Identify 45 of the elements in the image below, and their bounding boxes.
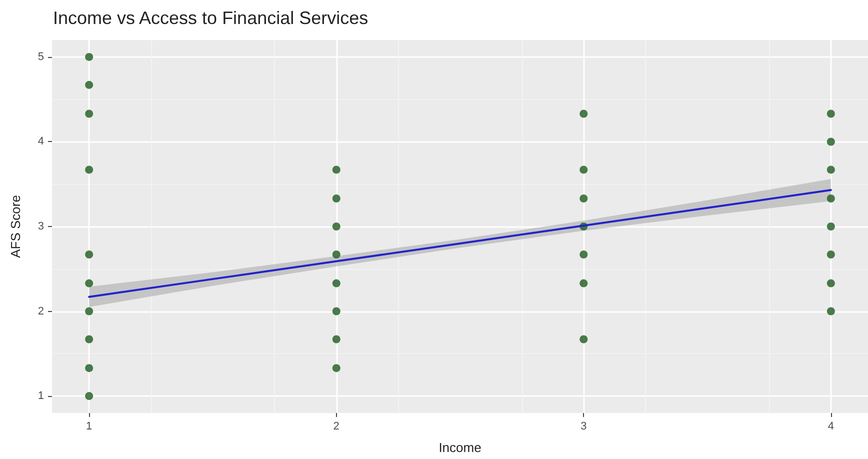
- point: [85, 335, 94, 344]
- point: [85, 166, 94, 174]
- x-tick-label: 4: [828, 420, 834, 432]
- point: [826, 110, 835, 118]
- point: [826, 307, 835, 316]
- point: [332, 364, 340, 372]
- point: [826, 166, 835, 174]
- point: [85, 80, 94, 89]
- x-tick-label: 1: [86, 420, 92, 432]
- point: [85, 250, 94, 258]
- point: [580, 110, 588, 118]
- point: [580, 279, 588, 288]
- line-series: [88, 189, 832, 298]
- y-tick-label: 2: [38, 305, 44, 318]
- point: [826, 194, 835, 203]
- point: [332, 279, 340, 288]
- x-axis-title: Income: [438, 440, 482, 455]
- y-tick-label: 5: [38, 50, 44, 63]
- point: [85, 307, 94, 316]
- y-axis-title: AFS Score: [8, 195, 23, 258]
- y-tick-label: 1: [38, 390, 44, 402]
- x-tick-label: 2: [333, 420, 340, 432]
- point: [332, 166, 340, 174]
- point: [826, 279, 835, 288]
- point: [85, 110, 94, 118]
- point: [580, 250, 588, 258]
- point: [332, 307, 340, 316]
- y-tick-label: 4: [38, 136, 44, 148]
- point: [826, 250, 835, 258]
- point: [85, 392, 94, 400]
- point: [332, 194, 340, 203]
- point: [85, 279, 94, 288]
- point: [332, 335, 340, 344]
- point: [580, 335, 588, 344]
- point: [85, 52, 94, 61]
- point: [580, 166, 588, 174]
- chart-title: Income vs Access to Financial Services: [53, 8, 368, 28]
- point: [580, 194, 588, 203]
- y-tick-label: 3: [38, 220, 44, 232]
- point: [85, 364, 94, 372]
- point: [826, 138, 835, 146]
- x-tick-label: 3: [580, 420, 587, 432]
- point: [826, 222, 835, 230]
- point: [332, 222, 340, 230]
- point: [332, 250, 340, 258]
